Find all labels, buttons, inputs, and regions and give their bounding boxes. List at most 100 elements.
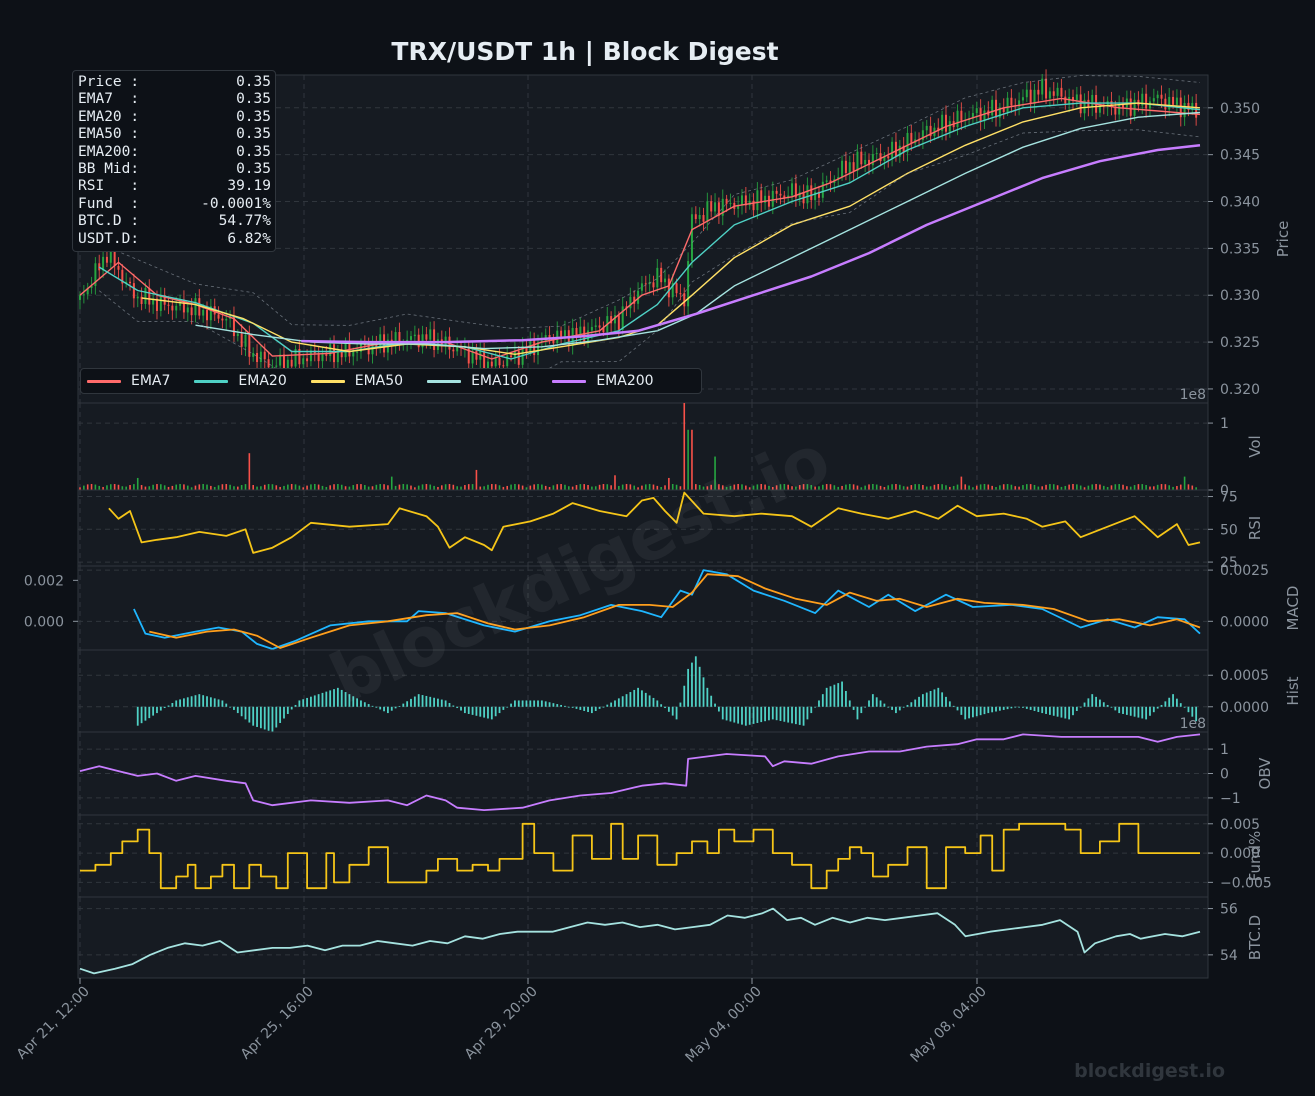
volume-bar <box>848 483 851 490</box>
candle-body <box>971 113 974 119</box>
volume-bar <box>167 486 170 490</box>
hist-bar <box>171 702 174 707</box>
volume-bar <box>1145 484 1147 490</box>
volume-bar <box>502 486 505 490</box>
candle-body <box>190 307 193 316</box>
candle-body <box>155 298 158 311</box>
volume-bar <box>1176 485 1178 490</box>
candle-body <box>317 353 320 362</box>
volume-bar <box>833 485 836 490</box>
candle-body <box>498 357 501 366</box>
hist-bar <box>918 696 920 707</box>
hist-bar <box>1106 704 1109 707</box>
volume-bar <box>1106 487 1109 490</box>
volume-bar <box>248 453 251 490</box>
volume-bar <box>614 475 616 490</box>
xtick-label: May 08, 04:00 <box>907 984 989 1066</box>
hist-bar <box>983 706 986 715</box>
volume-bar <box>1014 486 1017 490</box>
hist-bar <box>1014 706 1017 708</box>
volume-bar <box>206 484 208 490</box>
candle-body <box>960 110 963 121</box>
hist-bar <box>452 705 455 707</box>
candle-body <box>995 99 998 118</box>
legend-item-ema7: EMA7 <box>87 373 170 389</box>
candle-body <box>275 365 278 367</box>
bollinger-upper <box>99 75 1201 329</box>
hist-bar <box>1164 701 1167 707</box>
hist-bar <box>1187 706 1190 713</box>
candle-body <box>429 329 432 340</box>
volume-bar <box>1002 484 1005 490</box>
hist-bar <box>1068 706 1071 720</box>
candle-body <box>598 325 601 328</box>
volume-bar <box>186 485 189 490</box>
hist-bar <box>1156 706 1159 709</box>
panel-macd <box>77 565 1209 651</box>
volume-bar <box>945 485 947 490</box>
hist-bar <box>583 706 586 711</box>
ytick-label: 0.0000 <box>1220 614 1269 630</box>
volume-bar <box>841 485 843 490</box>
volume-bar <box>356 484 358 490</box>
hist-bar <box>556 704 559 707</box>
ytick-label: 1 <box>1220 416 1229 432</box>
hist-bar <box>283 706 285 719</box>
hist-bar <box>213 698 216 707</box>
hist-bar <box>236 706 239 714</box>
candle-body <box>871 154 874 166</box>
hist-bar <box>648 695 651 707</box>
volume-bar <box>814 486 816 490</box>
hist-bar <box>617 698 620 707</box>
hist-bar <box>725 706 728 721</box>
candle-body <box>906 132 909 153</box>
hist-bar <box>506 706 509 708</box>
volume-bar <box>1149 486 1151 490</box>
series-obv <box>79 733 1201 811</box>
hist-bar <box>1022 706 1024 708</box>
candle-body <box>279 354 282 366</box>
volume-bar <box>918 484 920 490</box>
hist-bar <box>321 692 324 707</box>
volume-bar <box>440 485 443 490</box>
volume-bar <box>825 484 828 490</box>
volume-bar <box>240 485 243 490</box>
volume-bar <box>1041 486 1043 490</box>
hist-bar <box>575 706 578 709</box>
legend-label: EMA100 <box>471 373 529 389</box>
volume-bar <box>752 485 755 490</box>
hist-bar <box>310 696 312 707</box>
candle-body <box>1029 89 1032 104</box>
hist-bar <box>929 691 932 707</box>
ytick-label: 0.340 <box>1220 195 1260 211</box>
candle-body <box>894 141 897 157</box>
volume-bar <box>748 487 751 490</box>
hist-bar <box>463 706 466 714</box>
volume-bar <box>887 485 890 490</box>
legend-label: EMA200 <box>596 373 654 389</box>
volume-bar <box>991 485 993 490</box>
candle-body <box>898 145 901 157</box>
hist-bar <box>802 706 805 726</box>
candle-body <box>148 288 151 305</box>
candle-body <box>740 195 743 206</box>
volume-bar <box>1137 484 1140 490</box>
hist-bar <box>602 706 605 708</box>
hist-bar <box>240 706 243 717</box>
volume-bar <box>567 486 570 490</box>
candle-body <box>883 156 886 162</box>
volume-bar <box>344 486 347 490</box>
candle-body <box>656 267 659 288</box>
volume-bar <box>668 477 670 490</box>
volume-bar <box>837 486 840 490</box>
ylabel-obv: OBV <box>1256 757 1274 790</box>
candle-body <box>810 185 813 201</box>
hist-bar <box>221 700 224 707</box>
hist-bar <box>794 706 797 725</box>
hist-bar <box>186 697 189 707</box>
volume-bar <box>602 484 605 490</box>
volume-bar <box>152 484 154 490</box>
hist-bar <box>625 694 628 707</box>
hist-bar <box>437 698 439 707</box>
volume-bar <box>283 485 285 490</box>
